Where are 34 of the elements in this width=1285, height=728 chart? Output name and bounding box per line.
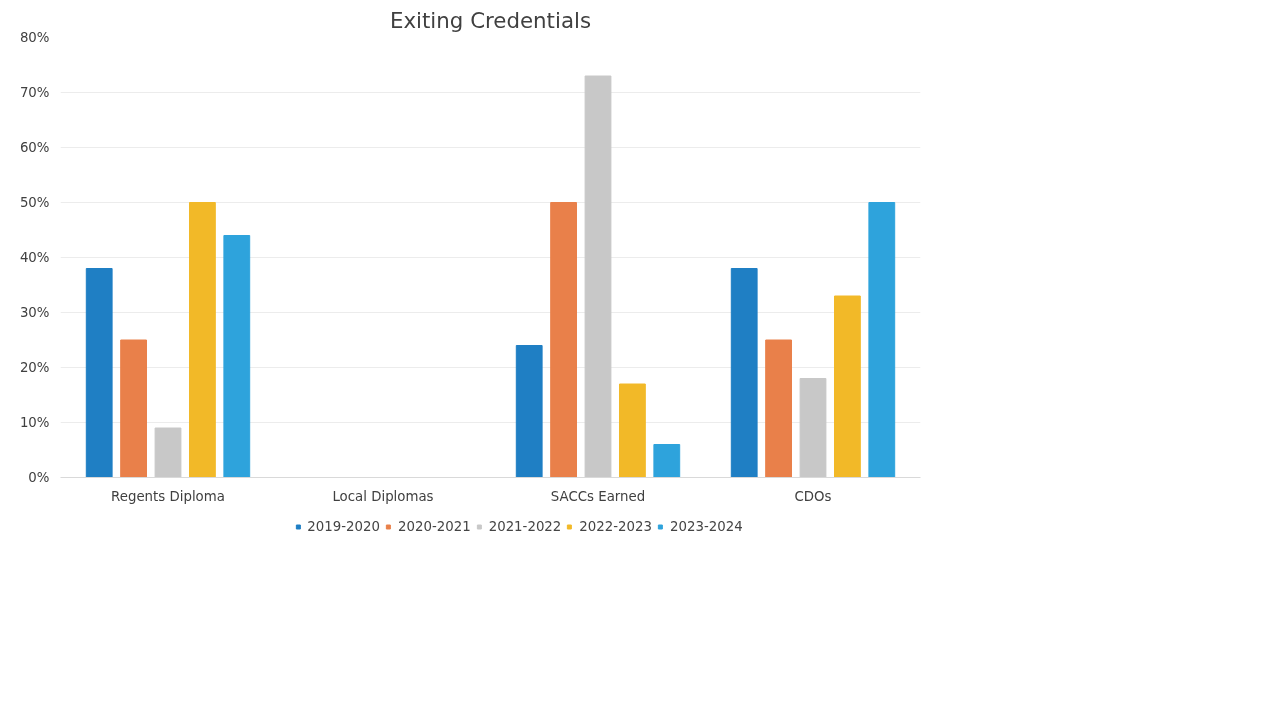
x-tick-label: CDOs bbox=[794, 488, 832, 504]
bar bbox=[619, 383, 646, 478]
bar bbox=[223, 235, 251, 478]
bar bbox=[765, 339, 792, 478]
y-tick-label: 20% bbox=[19, 360, 50, 375]
y-tick-label: 0% bbox=[28, 470, 50, 485]
y-tick-label: 80% bbox=[19, 30, 50, 45]
legend-label: 2020-2021 bbox=[398, 518, 471, 534]
y-tick-label: 70% bbox=[19, 85, 50, 100]
y-tick-label: 30% bbox=[19, 305, 50, 320]
bar bbox=[154, 427, 182, 478]
legend-label: 2019-2020 bbox=[307, 518, 381, 534]
bar bbox=[189, 202, 216, 478]
y-tick-label: 60% bbox=[19, 140, 50, 155]
bar bbox=[515, 345, 543, 478]
bar bbox=[653, 444, 681, 478]
x-tick-label: Local Diplomas bbox=[332, 488, 434, 504]
chart-title: Exiting Credentials bbox=[389, 7, 592, 33]
bar bbox=[584, 75, 612, 478]
bar bbox=[730, 268, 758, 478]
legend-label: 2022-2023 bbox=[579, 518, 652, 534]
x-tick-label: Regents Diploma bbox=[111, 488, 225, 504]
bar bbox=[85, 268, 113, 478]
bar bbox=[799, 378, 827, 478]
y-tick-label: 40% bbox=[19, 250, 50, 265]
legend-label: 2021-2022 bbox=[488, 518, 562, 534]
x-tick-label: SACCs Earned bbox=[550, 488, 646, 504]
legend-label: 2023-2024 bbox=[669, 518, 743, 534]
bar bbox=[120, 339, 147, 478]
bar bbox=[834, 295, 861, 478]
y-tick-label: 50% bbox=[19, 195, 50, 210]
bar bbox=[868, 202, 896, 478]
bar bbox=[550, 202, 577, 478]
y-tick-label: 10% bbox=[19, 415, 50, 430]
